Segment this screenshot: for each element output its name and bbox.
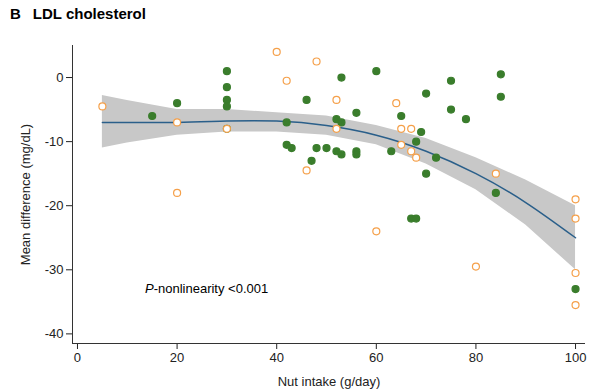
svg-text:-20: -20 (45, 198, 64, 213)
svg-text:-10: -10 (45, 134, 64, 149)
svg-text:80: 80 (469, 350, 483, 365)
svg-text:Mean difference (mg/dL): Mean difference (mg/dL) (18, 124, 33, 265)
svg-text:40: 40 (269, 350, 283, 365)
html-text:P -nonlinearity <0.001: P -nonlinearity <0.001 (145, 281, 269, 296)
svg-text:0: 0 (74, 350, 81, 365)
svg-text:20: 20 (170, 350, 184, 365)
svg-text:Nut intake (g/day): Nut intake (g/day) (278, 374, 381, 389)
html-text:LDL cholesterol: LDL cholesterol (32, 5, 146, 22)
svg-text:-40: -40 (45, 326, 64, 341)
svg-text:0: 0 (56, 70, 63, 85)
svg-text:-30: -30 (45, 262, 64, 277)
svg-text:60: 60 (369, 350, 383, 365)
html-text:B: B (10, 5, 21, 22)
svg-text:100: 100 (565, 350, 587, 365)
